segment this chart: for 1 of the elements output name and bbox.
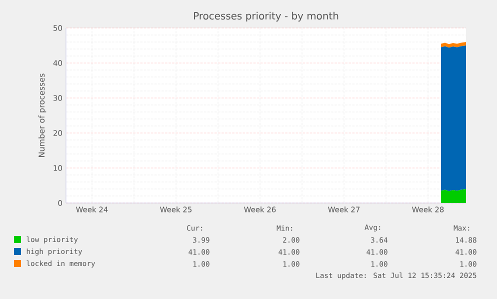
chart-title: Processes priority - by month bbox=[194, 12, 338, 22]
